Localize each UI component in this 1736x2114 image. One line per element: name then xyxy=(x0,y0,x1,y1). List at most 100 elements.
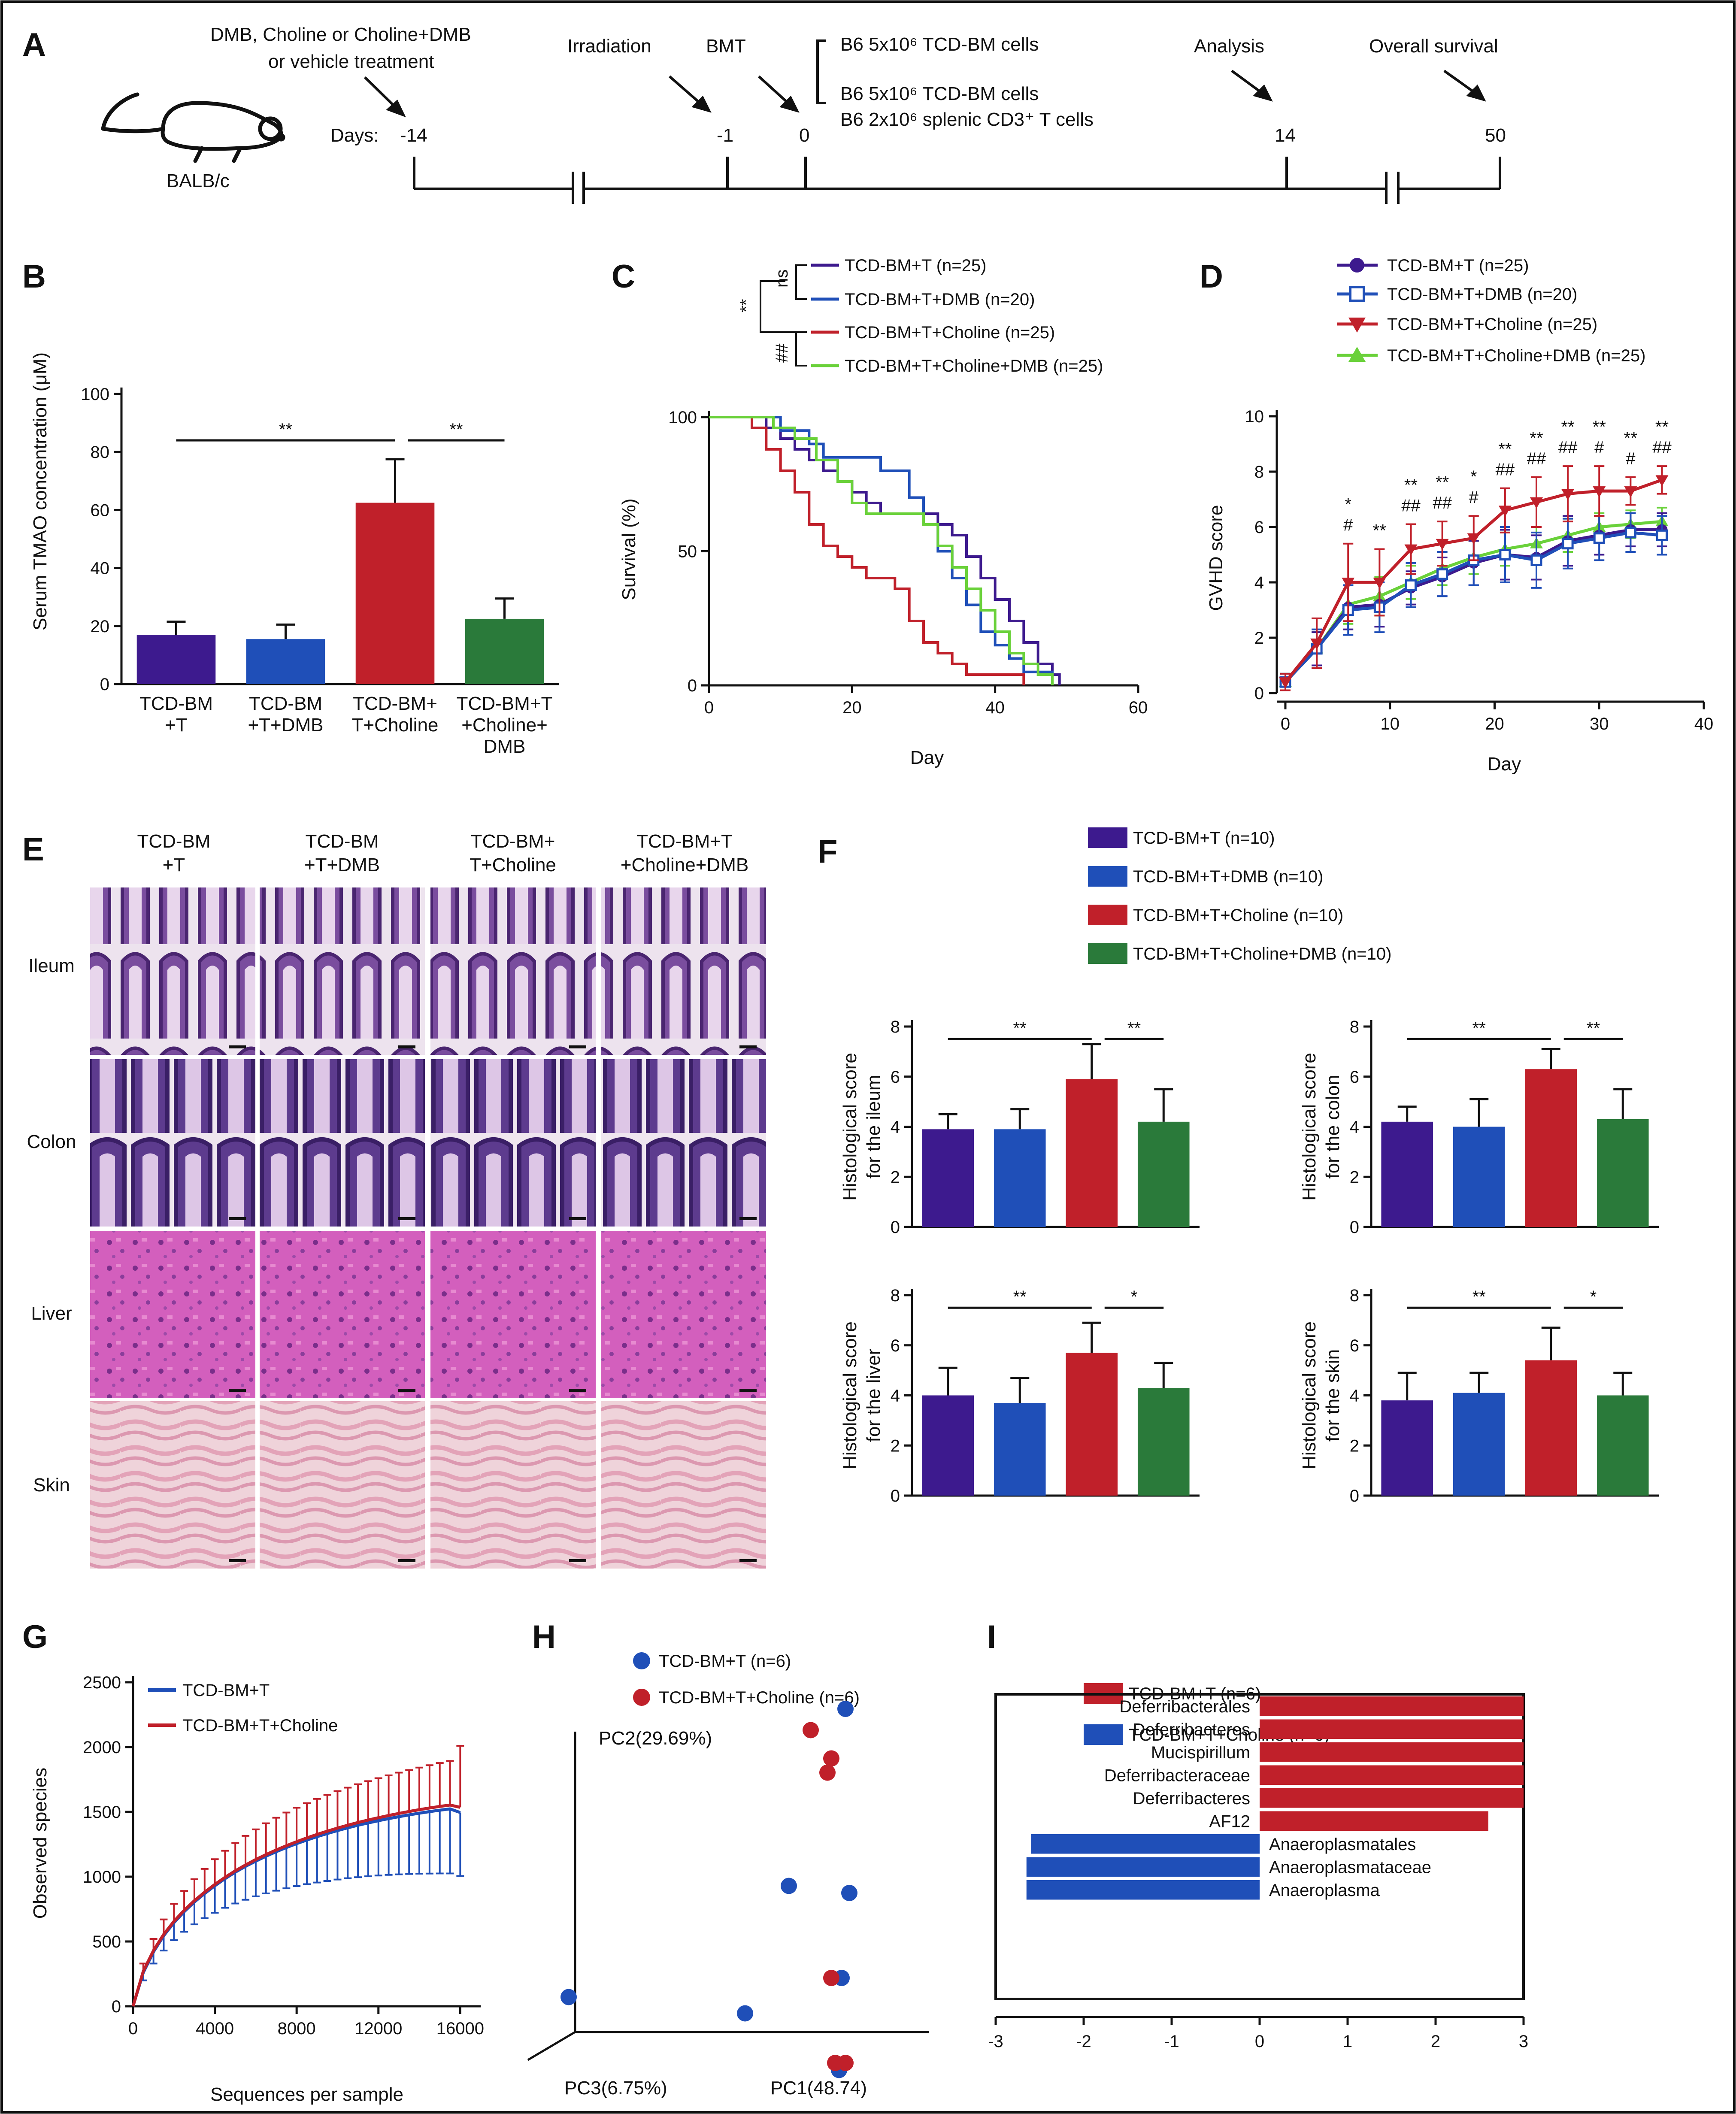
tick-label-50: 50 xyxy=(1485,125,1506,146)
x-tick-label: 40 xyxy=(1694,715,1714,733)
x-tick-label: -3 xyxy=(988,2032,1003,2051)
chart-h-legend: TCD-BM+T (n=6) TCD-BM+T+Choline (n=6) xyxy=(633,1652,860,1707)
rarefaction-line xyxy=(131,1803,461,2007)
histology-image xyxy=(260,1231,425,1398)
col-label-4-a: TCD-BM+T xyxy=(636,831,733,852)
y-tick-label: 8 xyxy=(1254,463,1264,482)
chart-h-pc2: PC2(29.69%) xyxy=(599,1728,712,1749)
histology-image xyxy=(90,887,255,1055)
histology-image xyxy=(601,887,766,1055)
scale-bar xyxy=(739,1045,757,1048)
chart-d-ylabel: GVHD score xyxy=(1206,505,1227,611)
col-label-1-a: TCD-BM xyxy=(137,831,210,852)
scale-bar xyxy=(739,1389,757,1392)
bar xyxy=(994,1403,1046,1496)
panel-c: C Survival (%) Day 0 50 100 0 20 40 60 TCD-BM+… xyxy=(612,256,1148,768)
timeline-axis xyxy=(413,39,1501,204)
y-tick-label: 6 xyxy=(1350,1068,1359,1087)
y-tick-label: 8 xyxy=(1350,1286,1359,1305)
x-tick-label: -2 xyxy=(1076,2032,1091,2051)
histology-image xyxy=(601,1231,766,1398)
histology-image xyxy=(260,1059,425,1227)
histology-image xyxy=(601,1401,766,1569)
x-tick-label: 30 xyxy=(1590,715,1609,733)
significance-label: ** xyxy=(1013,1019,1027,1038)
scatter-point xyxy=(819,1764,836,1781)
col-label-1-b: +T xyxy=(163,854,185,875)
data-point xyxy=(1624,486,1637,498)
y-tick-label: 1500 xyxy=(83,1803,121,1822)
histology-image xyxy=(430,1401,596,1569)
significance-label: * xyxy=(1470,467,1477,486)
bar xyxy=(994,1129,1046,1227)
scale-bar xyxy=(229,1389,246,1392)
panel-letter-c: C xyxy=(612,258,635,295)
col-label-3-b: T+Choline xyxy=(470,854,556,875)
legend-d-marker-1 xyxy=(1350,258,1364,273)
scale-bar xyxy=(569,1217,586,1220)
legend-h-marker-1 xyxy=(633,1652,650,1669)
histology-image xyxy=(90,1059,255,1227)
significance-label: ** xyxy=(1498,440,1512,459)
y-tick-label: 2500 xyxy=(83,1673,121,1692)
y-tick-label: 80 xyxy=(91,443,110,462)
y-tick-label: 100 xyxy=(81,385,109,404)
col-label-3-a: TCD-BM+ xyxy=(471,831,555,852)
significance-label: ** xyxy=(1530,429,1543,448)
lda-bar xyxy=(1260,1765,1524,1785)
significance-label: ** xyxy=(1593,418,1606,436)
x-tick-label: 0 xyxy=(1281,715,1290,733)
x-tick-label: TCD-BM xyxy=(139,693,213,714)
bar xyxy=(1381,1400,1433,1496)
chart-h-axes xyxy=(527,1732,929,2061)
lda-bar xyxy=(1031,1834,1260,1854)
data-point xyxy=(1498,506,1512,517)
chart-c-ylabel: Survival (%) xyxy=(618,498,639,600)
bar xyxy=(922,1129,974,1227)
scatter-point xyxy=(841,1885,857,1901)
chart-f-ileum: 0 2 4 6 8 ** ** Histological score for the ileum xyxy=(839,1018,1200,1237)
significance-label: * xyxy=(1131,1287,1138,1306)
significance-label: ## xyxy=(1652,438,1672,457)
y-tick-label: 60 xyxy=(91,501,110,520)
chart-c: 0 50 100 0 20 40 60 xyxy=(668,408,1148,717)
timeline-arrows xyxy=(364,70,1486,118)
x-tick-label: 0 xyxy=(1255,2032,1264,2051)
event-bmt: BMT xyxy=(706,36,746,57)
lda-bar xyxy=(1026,1857,1260,1877)
tick-label-m1: -1 xyxy=(717,125,733,146)
data-point xyxy=(1562,538,1574,550)
significance-label: ** xyxy=(1373,521,1386,540)
scale-bar xyxy=(229,1045,246,1048)
bar xyxy=(465,618,544,684)
lda-label: AF12 xyxy=(1209,1812,1250,1831)
chart-h-pc1: PC1(48.74) xyxy=(770,2078,867,2099)
y-tick-label: 100 xyxy=(668,408,697,427)
legend-f-swatch-1 xyxy=(1088,827,1127,848)
histology-image xyxy=(430,887,596,1055)
legend-c-sig-stars: ** xyxy=(737,299,756,312)
data-point xyxy=(1655,475,1669,487)
significance-label: ** xyxy=(1655,418,1669,436)
x-tick-label: 3 xyxy=(1519,2032,1528,2051)
significance-label: # xyxy=(1594,438,1604,457)
x-tick-label: T+Choline xyxy=(352,715,439,736)
scale-bar xyxy=(739,1559,757,1562)
legend-g-label-2: TCD-BM+T+Choline xyxy=(182,1716,338,1735)
scatter-point xyxy=(803,1722,819,1738)
data-point xyxy=(1467,533,1480,545)
row-label-skin: Skin xyxy=(33,1475,70,1496)
cells-text-2: B6 5x10⁶ TCD-BM cells xyxy=(840,83,1039,104)
x-tick-label: TCD-BM+T xyxy=(457,693,553,714)
data-point xyxy=(1499,549,1511,560)
significance-label: ** xyxy=(1472,1287,1486,1306)
scale-bar xyxy=(739,1217,757,1220)
x-tick-label: 60 xyxy=(1129,698,1148,717)
data-point xyxy=(1530,554,1542,566)
lda-label: Anaeroplasmatales xyxy=(1269,1835,1416,1854)
lda-label: Deferribacterales xyxy=(1119,1697,1250,1716)
y-tick-label: 4 xyxy=(891,1387,900,1405)
scale-bar xyxy=(569,1389,586,1392)
y-tick-label: 8 xyxy=(891,1018,900,1036)
